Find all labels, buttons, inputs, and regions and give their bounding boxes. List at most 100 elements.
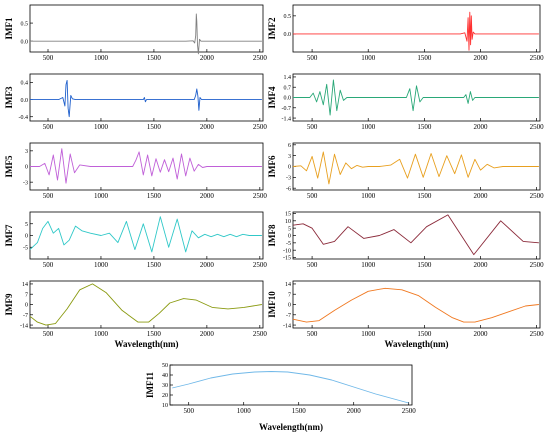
y-tick-label: 0 [288, 234, 291, 240]
y-tick-label: 20 [162, 393, 168, 399]
x-tick-label: 500 [307, 123, 318, 131]
imf9-series-line [29, 283, 262, 326]
y-tick-label: 3 [25, 149, 28, 155]
y-tick-label: 6 [288, 143, 291, 149]
y-tick-label: -1.4 [282, 116, 292, 122]
x-tick-label: 2000 [473, 261, 488, 269]
x-tick-label: 2500 [253, 192, 268, 200]
x-tick-label: 1000 [94, 192, 109, 200]
x-tick-label: 1000 [361, 261, 376, 269]
y-axis-label: IMF11 [145, 372, 155, 398]
x-tick-label: 1500 [417, 330, 432, 338]
x-tick-label: 500 [43, 123, 54, 131]
x-axis-title: Wavelength(nm) [385, 339, 449, 349]
x-tick-label: 1000 [94, 261, 109, 269]
y-tick-label: 5 [25, 222, 28, 228]
x-tick-label: 2500 [530, 192, 545, 200]
x-tick-label: 2000 [200, 261, 215, 269]
y-tick-label: 0 [25, 165, 28, 171]
y-tick-label: 30 [162, 383, 168, 389]
y-tick-label: -15 [283, 256, 291, 262]
y-tick-label: 0.0 [284, 32, 292, 38]
y-tick-label: 10 [285, 219, 291, 225]
y-tick-label: 0.4 [21, 81, 29, 87]
y-tick-label: 0.7 [284, 85, 292, 91]
x-axis-title: Wavelength(nm) [259, 422, 323, 432]
y-axis-label: IMF4 [267, 86, 277, 108]
y-tick-label: -5 [286, 241, 291, 247]
x-tick-label: 2500 [253, 330, 268, 338]
y-axis-label: IMF2 [267, 17, 277, 39]
y-tick-label: 1.4 [284, 75, 292, 81]
x-tick-label: 2000 [200, 54, 215, 62]
imf11-panel: 500 1000 1500 2000 2500 10 20 30 40 50 IMF11 [145, 363, 416, 415]
y-tick-label: 0.0 [284, 96, 292, 102]
y-tick-label: 0.0 [21, 98, 29, 104]
imf10-series-line [292, 287, 539, 323]
x-tick-label: 1000 [361, 330, 376, 338]
plot-frame [29, 280, 264, 329]
y-tick-label: 7 [25, 292, 28, 298]
imf3-panel: 500 1000 1500 2000 2500 -0.4 0.0 0.4 IMF3 [4, 73, 268, 131]
y-axis-label: IMF6 [267, 155, 277, 177]
x-tick-label: 500 [43, 54, 54, 62]
y-axis-label: IMF3 [4, 86, 14, 108]
x-tick-label: 1000 [237, 407, 252, 415]
y-tick-label: 0 [288, 165, 291, 171]
y-tick-label: 0 [288, 303, 291, 309]
y-tick-label: 40 [162, 373, 168, 379]
x-tick-label: 2500 [253, 123, 268, 131]
x-tick-label: 2000 [473, 123, 488, 131]
y-axis-label: IMF10 [267, 291, 277, 318]
y-axis-label: IMF7 [4, 224, 14, 246]
y-tick-label: 14 [285, 282, 291, 288]
y-tick-label: -7 [286, 313, 291, 319]
x-tick-label: 2500 [253, 261, 268, 269]
y-tick-label: 10 [162, 403, 168, 409]
plot-frame [292, 4, 541, 53]
x-tick-label: 2000 [200, 330, 215, 338]
x-tick-label: 1500 [147, 54, 162, 62]
y-axis-label: IMF1 [4, 17, 14, 39]
y-tick-label: 50 [162, 363, 168, 369]
x-tick-label: 500 [43, 192, 54, 200]
y-tick-label: 0.5 [284, 14, 292, 20]
x-tick-label: 2500 [530, 261, 545, 269]
imf10-panel: 500 1000 1500 2000 2500 -14 -7 0 7 14 IMF10 [267, 280, 544, 338]
x-tick-label: 1500 [417, 123, 432, 131]
y-tick-label: 0 [25, 234, 28, 240]
x-tick-label: 2500 [530, 54, 545, 62]
y-tick-label: 15 [285, 212, 291, 218]
plot-frame [292, 280, 541, 329]
y-tick-label: -5 [23, 245, 28, 251]
plot-frame [29, 73, 264, 122]
x-tick-label: 1000 [361, 123, 376, 131]
y-tick-label: 5 [288, 226, 291, 232]
imf9-panel: 500 1000 1500 2000 2500 -14 -7 0 7 14 IMF9 [4, 280, 268, 338]
imf5-series-line [30, 148, 262, 184]
y-tick-label: -0.4 [19, 115, 29, 121]
x-tick-label: 1000 [94, 123, 109, 131]
imf6-panel: 500 1000 1500 2000 2500 -6 -3 0 3 6 IMF6 [267, 142, 545, 200]
x-tick-label: 500 [307, 54, 318, 62]
plot-frame [29, 4, 264, 53]
y-tick-label: -6 [286, 186, 291, 192]
x-tick-label: 1000 [361, 54, 376, 62]
imf5-panel: 500 1000 1500 2000 2500 -3 0 3 IMF5 [4, 142, 268, 200]
y-tick-label: -3 [23, 180, 28, 186]
x-tick-label: 500 [307, 261, 318, 269]
imf7-series-line [29, 216, 262, 253]
imf4-series-line [293, 79, 539, 116]
y-tick-label: -10 [283, 248, 291, 254]
x-tick-label: 2000 [200, 192, 215, 200]
y-tick-label: 0 [25, 303, 28, 309]
y-tick-label: -0.7 [282, 106, 292, 112]
plot-frame [169, 364, 413, 406]
y-axis-label: IMF8 [267, 224, 277, 246]
x-tick-label: 2500 [402, 407, 417, 415]
x-tick-label: 2000 [473, 54, 488, 62]
x-tick-label: 1000 [94, 54, 109, 62]
x-tick-label: 2500 [253, 54, 268, 62]
x-tick-label: 500 [307, 330, 318, 338]
